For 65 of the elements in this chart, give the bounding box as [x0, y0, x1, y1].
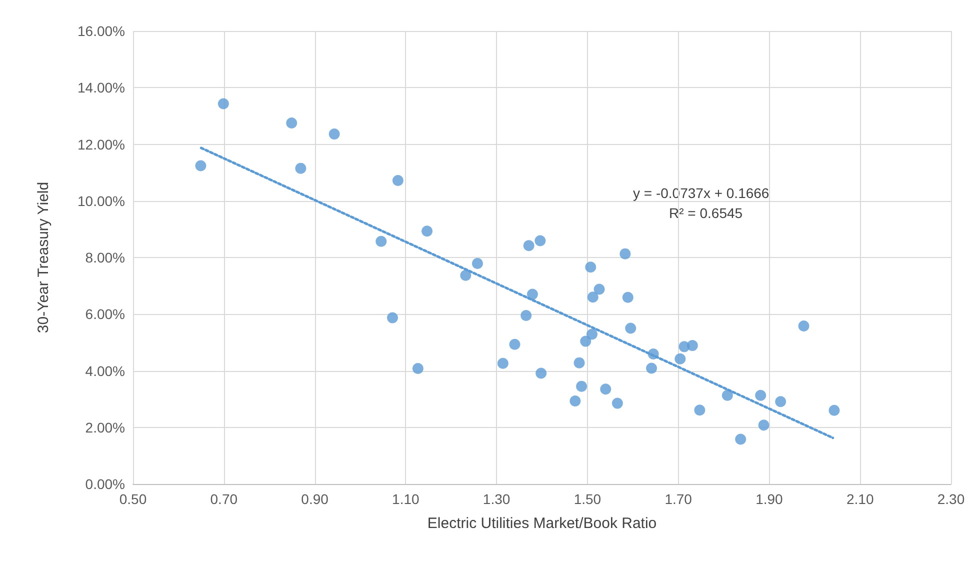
point [620, 248, 631, 260]
point [625, 322, 636, 334]
point [534, 235, 546, 246]
x-tick-label: 2.10 [846, 491, 874, 507]
x-tick-label: 1.10 [392, 491, 420, 507]
point [376, 236, 387, 247]
point [758, 420, 770, 431]
y-tick-label: 0.00% [85, 476, 125, 492]
point [392, 174, 404, 186]
x-tick-label: 1.30 [482, 491, 510, 507]
point [646, 362, 658, 374]
y-tick-label: 8.00% [85, 250, 125, 266]
point [286, 118, 298, 129]
point [497, 358, 508, 369]
point [472, 258, 483, 269]
y-tick-label: 14.00% [78, 80, 125, 96]
point [586, 328, 598, 340]
y-tick-label: 16.00% [78, 23, 125, 39]
point [587, 292, 598, 303]
annotation: R² = 0.6545 [669, 205, 743, 221]
point [526, 288, 538, 300]
y-tick-label: 4.00% [85, 362, 125, 379]
point [775, 396, 786, 408]
point [509, 338, 520, 350]
point [422, 226, 433, 237]
point [755, 390, 766, 401]
point [612, 398, 623, 409]
point [387, 312, 398, 324]
point [798, 320, 810, 332]
point [295, 162, 306, 174]
point [594, 284, 605, 295]
x-tick-label: 1.90 [756, 491, 784, 507]
point [195, 160, 206, 172]
point [536, 368, 547, 379]
point [694, 404, 706, 416]
y-axis-title: 30-Year Treasury Yield [35, 182, 52, 334]
point [686, 340, 698, 352]
point [576, 380, 588, 392]
point [523, 240, 534, 252]
x-tick-label: 2.30 [937, 491, 965, 507]
point [574, 357, 585, 368]
x-tick-label: 0.50 [119, 491, 147, 507]
point [570, 396, 581, 407]
x-tick-label: 1.50 [574, 491, 602, 507]
y-tick-label: 6.00% [85, 306, 125, 322]
x-tick-label: 0.90 [301, 491, 329, 507]
point [328, 128, 340, 140]
point [674, 353, 686, 364]
point [622, 292, 634, 303]
x-tick-label: 1.70 [664, 491, 692, 507]
y-tick-label: 2.00% [85, 419, 125, 436]
y-tick-label: 12.00% [78, 136, 125, 152]
point [520, 310, 532, 322]
point [460, 270, 472, 281]
point [412, 362, 424, 374]
x-tick-label: 0.70 [210, 491, 238, 507]
point [735, 434, 746, 445]
y-tick-label: 10.00% [78, 192, 125, 209]
point [722, 390, 733, 401]
point [580, 336, 592, 347]
x-axis-title: Electric Utilities Market/Book Ratio [427, 515, 657, 532]
point [828, 404, 840, 416]
point [218, 98, 229, 110]
point [585, 262, 596, 273]
point [600, 384, 612, 395]
